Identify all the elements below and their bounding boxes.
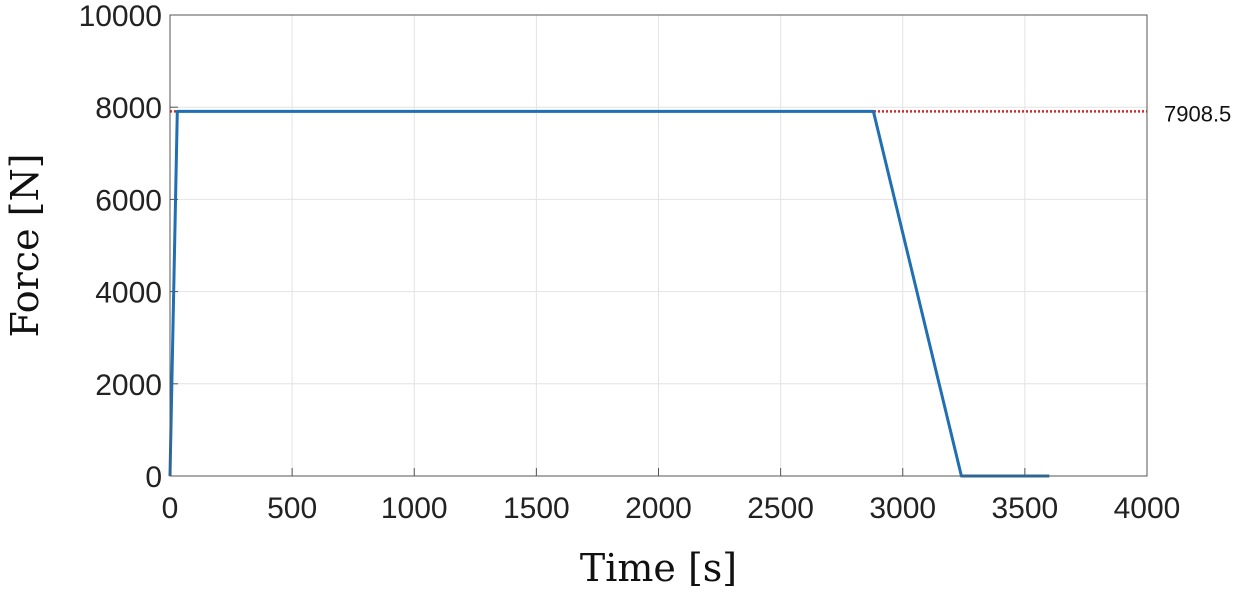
series-group bbox=[168, 109, 1050, 478]
x-tick-label: 1000 bbox=[381, 492, 448, 525]
y-tick-label: 10000 bbox=[79, 0, 162, 33]
x-tick-label: 3500 bbox=[992, 492, 1059, 525]
x-tick-label: 3000 bbox=[869, 492, 936, 525]
y-tick-label: 0 bbox=[145, 461, 162, 494]
y-tick-label: 6000 bbox=[95, 184, 162, 217]
grid bbox=[169, 14, 1148, 477]
x-tick-label: 500 bbox=[267, 492, 317, 525]
plot-frame bbox=[169, 14, 1148, 477]
y-tick-labels: 0 2000 4000 6000 8000 10000 bbox=[79, 0, 162, 494]
force-series-line bbox=[168, 109, 1050, 478]
x-tick-label: 2500 bbox=[747, 492, 814, 525]
x-tick-labels: 0 500 1000 1500 2000 2500 3000 3500 4000 bbox=[162, 492, 1181, 525]
x-tick-label: 1500 bbox=[503, 492, 570, 525]
x-tick-label: 2000 bbox=[625, 492, 692, 525]
reference-line-label: 7908.5 bbox=[1164, 101, 1231, 126]
x-tick-label: 4000 bbox=[1114, 492, 1181, 525]
x-axis-title: Time [s] bbox=[580, 546, 737, 590]
y-tick-label: 8000 bbox=[95, 92, 162, 125]
x-tick-label: 0 bbox=[162, 492, 179, 525]
y-tick-label: 4000 bbox=[95, 277, 162, 310]
y-axis-title: Force [N] bbox=[3, 153, 47, 337]
y-tick-label: 2000 bbox=[95, 369, 162, 402]
